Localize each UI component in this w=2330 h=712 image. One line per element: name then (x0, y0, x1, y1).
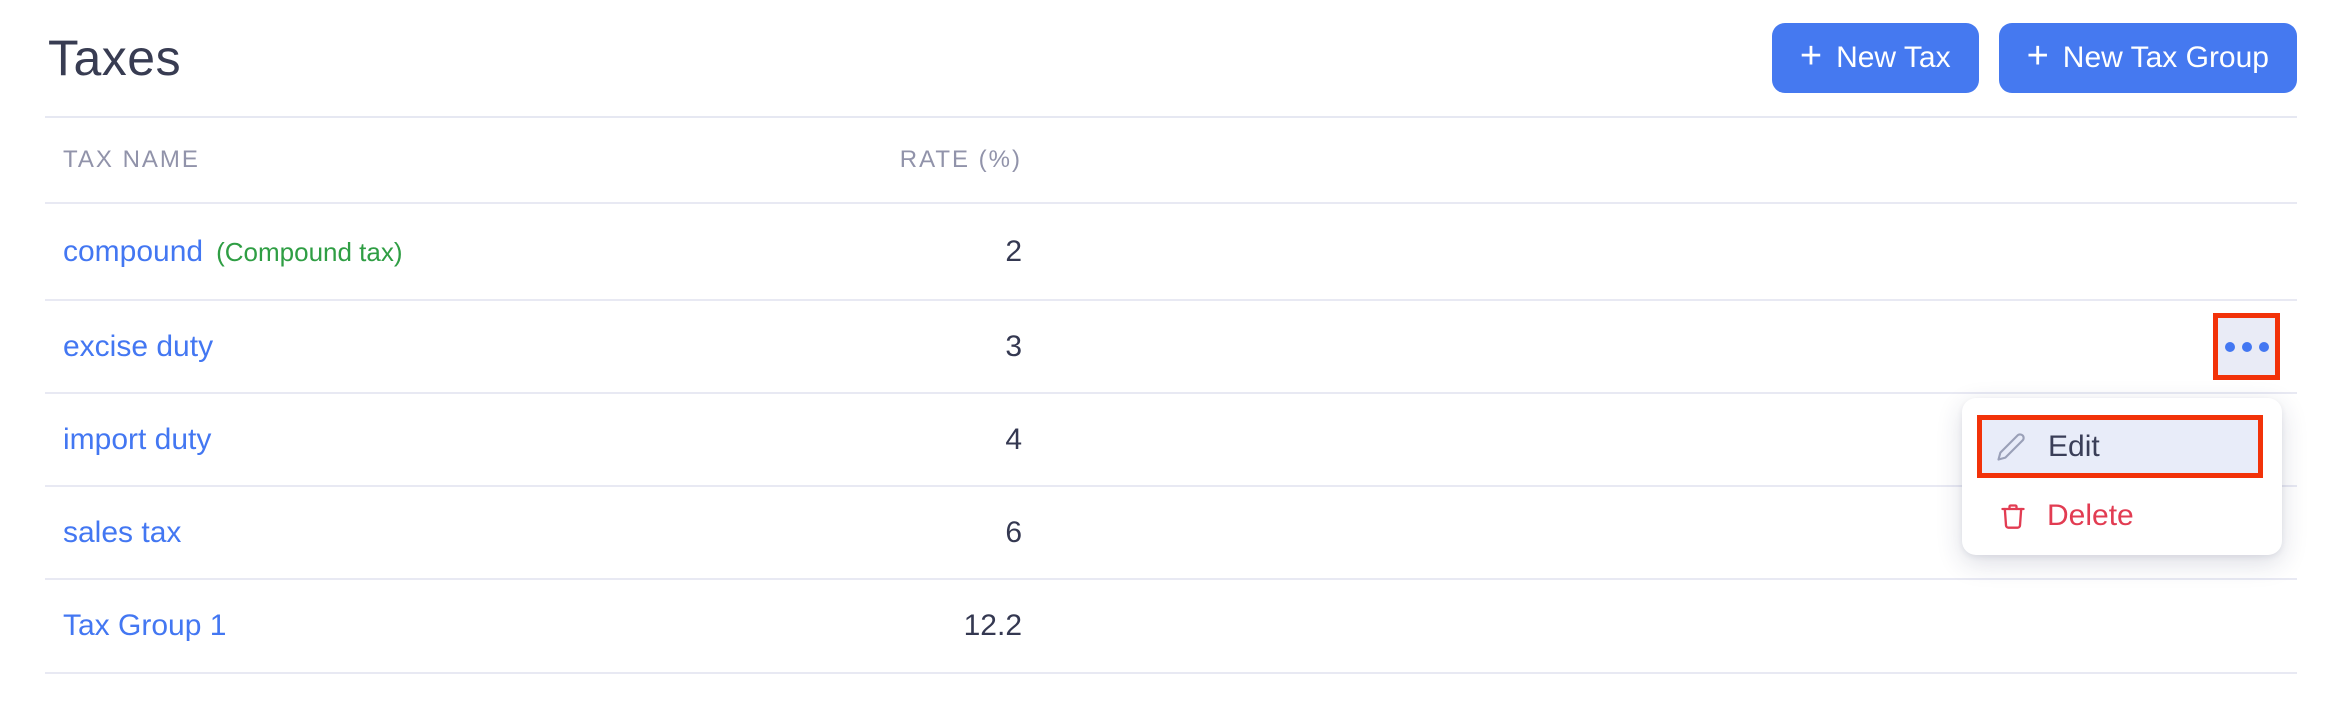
more-horizontal-icon (2224, 341, 2269, 352)
tax-name-link[interactable]: import duty (63, 422, 212, 456)
menu-item-edit-label: Edit (2048, 429, 2100, 463)
header-actions: + New Tax + New Tax Group (1771, 23, 2297, 93)
new-tax-group-button-label: New Tax Group (2062, 41, 2269, 74)
tax-rate-value: 3 (1005, 329, 1022, 363)
page-title: Taxes (48, 30, 182, 86)
table-row: Tax Group 1 12.2 (45, 580, 2297, 674)
trash-icon (1999, 501, 2027, 531)
tax-name-link[interactable]: sales tax (63, 515, 182, 549)
new-tax-button[interactable]: + New Tax (1771, 23, 1979, 93)
plus-icon: + (1799, 35, 1823, 77)
table-row: sales tax 6 (45, 487, 2297, 580)
tax-name-link[interactable]: excise duty (63, 329, 214, 363)
table-row: compound (Compound tax) 2 (45, 204, 2297, 301)
tax-name-link[interactable]: Tax Group 1 (63, 609, 227, 642)
page-header: Taxes + New Tax + New Tax Group (45, 0, 2297, 118)
tax-rate-value: 4 (1005, 422, 1022, 456)
menu-item-delete-label: Delete (2047, 499, 2134, 532)
table-row: excise duty 3 (45, 301, 2297, 394)
tax-type-note: (Compound tax) (216, 236, 403, 267)
menu-item-edit[interactable]: Edit (1977, 415, 2263, 478)
column-header-tax-name: TAX NAME (63, 146, 200, 173)
tax-name-link[interactable]: compound (63, 234, 204, 268)
menu-item-delete[interactable]: Delete (1977, 491, 2263, 541)
pencil-icon (1996, 432, 2026, 462)
plus-icon: + (2026, 35, 2049, 77)
row-actions-menu: Edit Delete (1962, 398, 2282, 555)
new-tax-group-button[interactable]: + New Tax Group (1998, 23, 2297, 93)
taxes-table: TAX NAME RATE (%) compound (Compound tax… (45, 118, 2297, 674)
tax-rate-value: 2 (1005, 234, 1022, 268)
tax-rate-value: 12.2 (963, 609, 1022, 642)
new-tax-button-label: New Tax (1836, 41, 1951, 74)
tax-rate-value: 6 (1005, 515, 1022, 549)
row-actions-button[interactable] (2213, 313, 2280, 380)
column-header-rate: RATE (%) (899, 146, 1022, 173)
table-header-row: TAX NAME RATE (%) (45, 118, 2297, 204)
table-row: import duty 4 (45, 394, 2297, 487)
